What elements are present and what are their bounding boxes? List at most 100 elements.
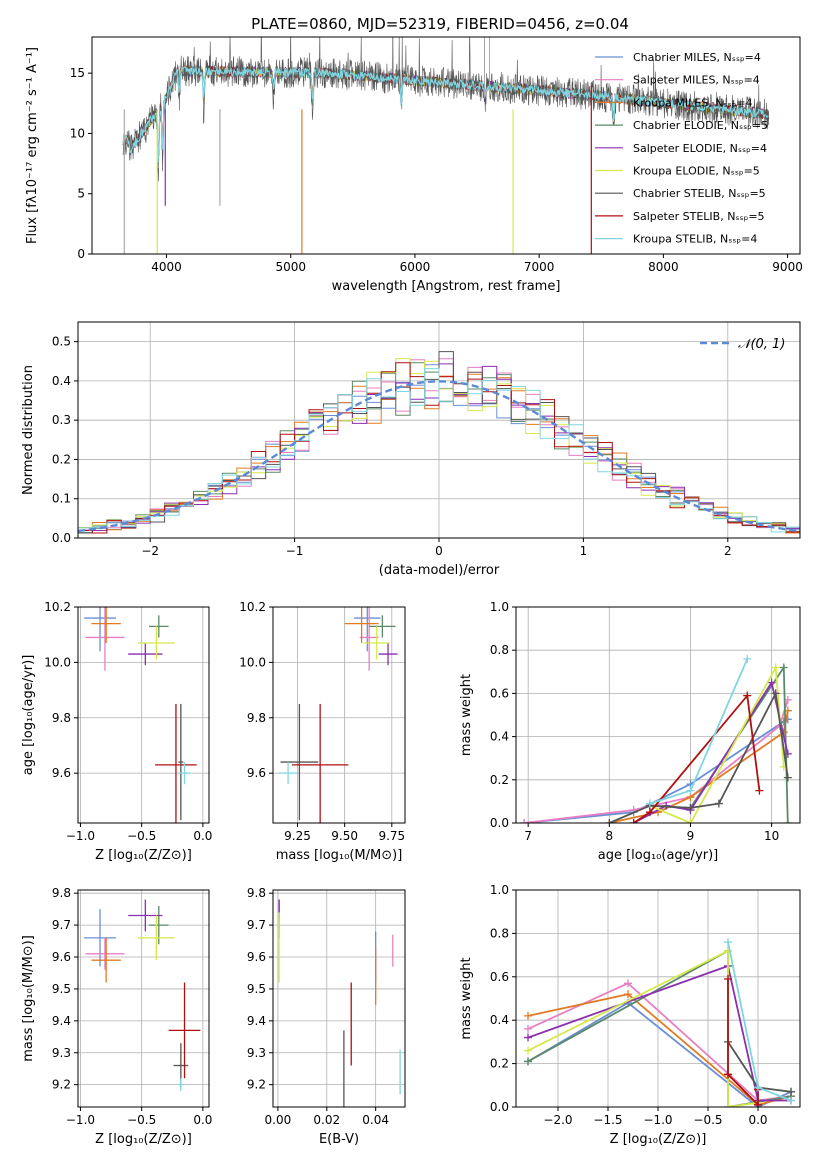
- y-tick-label: 10.0: [44, 655, 71, 669]
- legend-entry: Salpeter MILES, Nₛₛₚ=4: [633, 74, 760, 87]
- y-tick-label: 0.0: [52, 531, 71, 545]
- y-tick-label: 0.4: [490, 1013, 509, 1027]
- y-tick-label: 10.2: [239, 600, 266, 614]
- y-tick-label: 9.8: [52, 886, 71, 900]
- weight-marker: [767, 678, 776, 687]
- x-tick-label: 5000: [275, 260, 306, 274]
- x-axis-label: (data-model)/error: [379, 563, 500, 578]
- legend-entry: Kroupa ELODIE, Nₛₛₚ=5: [633, 165, 760, 178]
- weight-marker: [779, 663, 788, 672]
- y-tick-label: 0.0: [490, 1100, 509, 1114]
- normal-curve: [78, 380, 800, 533]
- weight-marker: [724, 1070, 732, 1079]
- x-tick-label: 0.0: [748, 1113, 767, 1127]
- weight-marker: [743, 654, 752, 663]
- error-point: [149, 615, 169, 638]
- error-point: [91, 937, 121, 983]
- error-point: [128, 643, 163, 666]
- residual-histogram-panel: −2 −1 0 1 2 0.0 0.1 0.2 0.3 0.4 0.5 (data-model)/er…: [21, 321, 801, 578]
- y-tick-label: 5: [77, 187, 85, 201]
- weight-marker: [755, 786, 764, 795]
- error-point: [369, 615, 396, 638]
- error-point: [137, 915, 175, 961]
- y-tick-label: 9.6: [52, 950, 71, 964]
- weight-marker: [754, 1100, 762, 1107]
- x-tick-label: −2.0: [543, 1113, 572, 1127]
- y-axis-label: mass [log₁₀(M/M⊙)]: [21, 935, 36, 1062]
- x-axis-label: wavelength [Angstrom, rest frame]: [332, 279, 561, 294]
- weight-marker: [605, 819, 614, 823]
- figure-title: PLATE=0860, MJD=52319, FIBERID=0456, z=0…: [251, 15, 629, 33]
- axes-frame: [77, 889, 210, 1108]
- weight-vs-age-panel: 7 8 9 10 0.0 0.2 0.4 0.6 0.8 1.0 age [log₁₀(age/yr…: [459, 600, 801, 863]
- y-tick-label: 9.8: [247, 711, 266, 725]
- x-tick-label: −0.5: [693, 1113, 722, 1127]
- x-tick-label: 9.25: [284, 829, 311, 843]
- error-point: [354, 607, 381, 652]
- legend-entry: Salpeter STELIB, Nₛₛₚ=5: [633, 210, 765, 223]
- x-tick-label: 8: [605, 829, 613, 843]
- x-tick-label: 8000: [648, 260, 679, 274]
- weight-line: [527, 964, 791, 1102]
- error-point: [278, 762, 298, 785]
- x-tick-label: 0.00: [265, 1113, 292, 1127]
- legend-entry: Kroupa STELIB, Nₛₛₚ=4: [633, 233, 757, 246]
- legend-entry: Salpeter ELODIE, Nₛₛₚ=4: [633, 142, 767, 155]
- y-tick-label: 9.2: [52, 1078, 71, 1092]
- weight-marker: [724, 974, 732, 983]
- plot-area: [278, 899, 401, 1107]
- plot-area: [84, 899, 201, 1092]
- weight-marker: [520, 819, 529, 823]
- weight-marker: [743, 691, 752, 700]
- weight-marker: [771, 663, 780, 672]
- x-tick-label: −0.5: [127, 1113, 156, 1127]
- y-tick-label: 0.0: [490, 816, 509, 830]
- x-tick-label: −1.0: [66, 1113, 95, 1127]
- y-tick-label: 9.8: [52, 711, 71, 725]
- y-axis-label: mass weight: [459, 957, 474, 1039]
- weight-marker: [724, 938, 732, 947]
- error-point: [84, 607, 116, 652]
- y-tick-label: 15: [70, 66, 85, 80]
- y-tick-label: 0.5: [52, 335, 71, 349]
- spectrum-panel: 4000 5000 6000 7000 8000 9000 0 5 10 15 wavelength…: [25, 36, 803, 294]
- x-axis-label: mass [log₁₀(M/M⊙)]: [276, 848, 403, 863]
- y-tick-label: 9.8: [247, 886, 266, 900]
- plot-area: [520, 654, 792, 823]
- weight-line: [633, 693, 761, 823]
- y-tick-label: 0.4: [490, 730, 509, 744]
- plot-area: [524, 938, 795, 1107]
- x-tick-label: 9000: [772, 260, 803, 274]
- x-axis-label: Z [log₁₀(Z/Z⊙)]: [610, 1132, 707, 1147]
- y-tick-label: 9.4: [247, 1014, 266, 1028]
- x-tick-label: 4000: [151, 260, 182, 274]
- weight-marker: [524, 1057, 532, 1066]
- error-point: [344, 607, 379, 643]
- y-tick-label: 0.4: [52, 374, 71, 388]
- x-tick-label: 1: [580, 544, 588, 558]
- age-vs-mass-panel: 9.25 9.50 9.75 9.6 9.8 10.0 10.2 mass [log₁₀(M/…: [239, 600, 406, 863]
- y-axis-label: Normed distribution: [21, 365, 36, 495]
- error-point: [128, 899, 163, 932]
- y-tick-label: 9.6: [247, 950, 266, 964]
- y-tick-label: 0.3: [52, 413, 71, 427]
- weight-marker: [783, 773, 792, 782]
- x-axis-label: E(B-V): [319, 1132, 359, 1147]
- weight-marker: [645, 799, 654, 808]
- y-tick-label: 10.2: [44, 600, 71, 614]
- y-tick-label: 9.6: [52, 766, 71, 780]
- error-point: [378, 643, 398, 666]
- legend-entry: Chabrier STELIB, Nₛₛₚ=5: [633, 187, 766, 200]
- weight-line: [727, 979, 759, 1107]
- weight-marker: [754, 1083, 762, 1092]
- legend-entry: Chabrier MILES, Nₛₛₚ=4: [633, 51, 761, 64]
- weight-marker: [787, 1087, 795, 1096]
- y-tick-label: 0.8: [490, 926, 509, 940]
- y-tick-label: 0.2: [490, 1057, 509, 1071]
- x-tick-label: 0.04: [362, 1113, 389, 1127]
- y-tick-label: 0.8: [490, 643, 509, 657]
- y-tick-label: 9.7: [52, 918, 71, 932]
- weight-line: [727, 941, 792, 1102]
- x-tick-label: 0: [435, 544, 443, 558]
